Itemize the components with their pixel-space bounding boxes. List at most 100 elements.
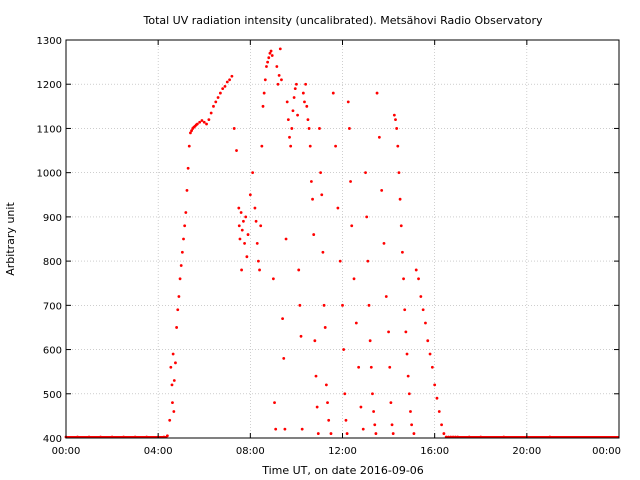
data-point — [205, 122, 208, 126]
data-point — [290, 127, 294, 130]
data-point — [271, 277, 275, 281]
y-tick-label: 800 — [43, 257, 62, 268]
data-point — [298, 303, 302, 307]
data-point — [274, 427, 278, 431]
data-point — [171, 401, 174, 405]
y-tick-label: 600 — [43, 346, 62, 357]
data-point — [343, 392, 347, 396]
data-point — [320, 193, 324, 197]
data-point — [344, 418, 348, 422]
data-point — [318, 127, 321, 130]
data-point — [382, 242, 386, 245]
data-point — [257, 259, 260, 263]
data-point — [198, 120, 202, 124]
data-point — [223, 85, 227, 88]
data-point — [171, 352, 175, 356]
x-tick-label: 12:00 — [328, 446, 357, 457]
data-point — [218, 91, 222, 95]
data-point — [433, 383, 437, 387]
data-point — [368, 339, 372, 343]
data-point — [175, 326, 179, 329]
data-point — [329, 432, 333, 435]
data-point — [267, 56, 271, 60]
data-point — [284, 237, 288, 241]
data-point — [291, 109, 295, 113]
data-point — [338, 259, 342, 263]
data-point — [286, 118, 290, 121]
data-point — [440, 423, 443, 427]
data-point — [180, 250, 184, 254]
data-point — [228, 78, 232, 82]
data-point — [300, 427, 304, 431]
data-point — [169, 365, 173, 369]
data-point — [313, 339, 317, 343]
data-point — [261, 104, 265, 108]
data-point — [176, 308, 180, 312]
data-point — [364, 171, 367, 175]
data-point — [426, 339, 430, 343]
data-point — [178, 277, 182, 281]
data-point — [331, 91, 335, 95]
data-point — [316, 432, 320, 435]
data-point — [174, 361, 177, 365]
x-tick-label: 20:00 — [512, 446, 541, 457]
data-point — [341, 303, 344, 307]
data-point — [254, 219, 258, 223]
data-point — [412, 432, 416, 435]
data-point — [326, 401, 329, 405]
y-tick-label: 500 — [43, 390, 62, 401]
x-tick-label: 08:00 — [236, 446, 265, 457]
x-tick-label: 04:00 — [144, 446, 173, 457]
data-point — [245, 255, 249, 259]
data-point — [244, 215, 248, 219]
y-tick-label: 900 — [43, 213, 62, 224]
data-point — [389, 401, 393, 405]
data-point — [221, 87, 225, 91]
data-point — [424, 321, 427, 325]
data-point — [380, 188, 384, 192]
data-point — [187, 144, 191, 148]
data-point — [292, 96, 296, 99]
ticks-layer: 400 500 600 700 800 900 1000 1100 1200 1300 00:00 0… — [37, 36, 621, 457]
data-point — [405, 352, 409, 356]
data-point — [172, 410, 176, 413]
data-point — [179, 264, 183, 267]
data-point — [324, 383, 328, 387]
data-point — [237, 224, 241, 228]
data-point — [238, 237, 242, 241]
data-point — [168, 418, 172, 422]
data-point — [387, 330, 390, 334]
data-point — [242, 219, 245, 223]
data-point — [276, 82, 280, 86]
data-point — [391, 432, 395, 435]
data-point — [288, 135, 291, 139]
data-point — [414, 268, 418, 272]
data-point — [200, 119, 204, 122]
data-point — [281, 317, 284, 320]
data-point — [342, 348, 346, 351]
data-point — [246, 233, 250, 236]
x-tick-label: 00:00 — [52, 446, 81, 457]
y-tick-label: 400 — [43, 434, 62, 445]
data-point — [299, 334, 303, 338]
data-point — [327, 418, 331, 422]
data-point — [289, 144, 293, 148]
data-point — [357, 365, 361, 369]
data-point — [230, 74, 234, 78]
data-point — [277, 73, 281, 77]
data-point — [195, 122, 199, 126]
data-point — [202, 120, 206, 124]
data-point — [417, 277, 420, 281]
data-point — [322, 303, 326, 307]
data-point — [243, 242, 246, 245]
data-point — [419, 295, 423, 298]
data-point — [296, 113, 299, 117]
data-point — [307, 127, 311, 130]
data-point — [295, 82, 298, 86]
data-point — [437, 410, 441, 413]
x-tick-label: 16:00 — [420, 446, 449, 457]
data-point — [248, 193, 252, 197]
data-point — [349, 180, 352, 183]
data-point — [372, 410, 376, 413]
